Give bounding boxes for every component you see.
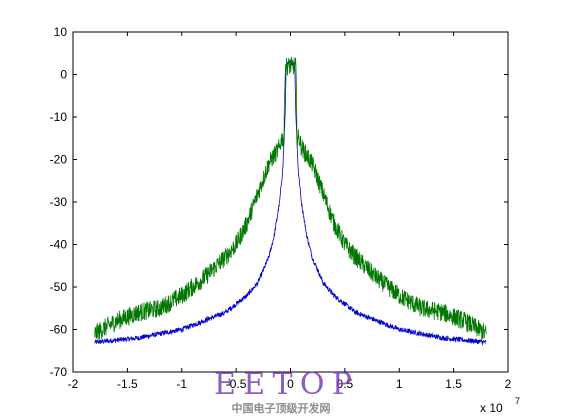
y-tick-label: -70 — [50, 365, 68, 379]
y-tick-label: 0 — [60, 68, 67, 82]
watermark-subtitle: 中国电子顶级开发网 — [232, 401, 331, 415]
y-tick-label: -60 — [50, 323, 68, 337]
x-tick-label: 1 — [396, 377, 403, 391]
y-tick-label: -50 — [50, 280, 68, 294]
y-tick-label: -20 — [50, 153, 68, 167]
x-tick-label: -1.5 — [117, 377, 138, 391]
x-tick-label: 2 — [505, 377, 512, 391]
x-exponent-power: 7 — [515, 396, 520, 406]
y-tick-label: 10 — [54, 25, 68, 39]
series-line-2 — [94, 56, 487, 341]
x-tick-label: 0.5 — [337, 377, 354, 391]
x-tick-label: 0 — [287, 377, 294, 391]
y-tick-label: -30 — [50, 195, 68, 209]
x-tick-label: -1 — [176, 377, 187, 391]
watermark-logo: EETOP — [214, 367, 352, 402]
x-tick-label: -2 — [68, 377, 79, 391]
y-tick-label: -10 — [50, 110, 68, 124]
x-tick-label: 1.5 — [445, 377, 462, 391]
y-tick-label: -40 — [50, 238, 68, 252]
x-tick-label: -0.5 — [226, 377, 247, 391]
x-exponent-base: x 10 — [480, 401, 503, 415]
